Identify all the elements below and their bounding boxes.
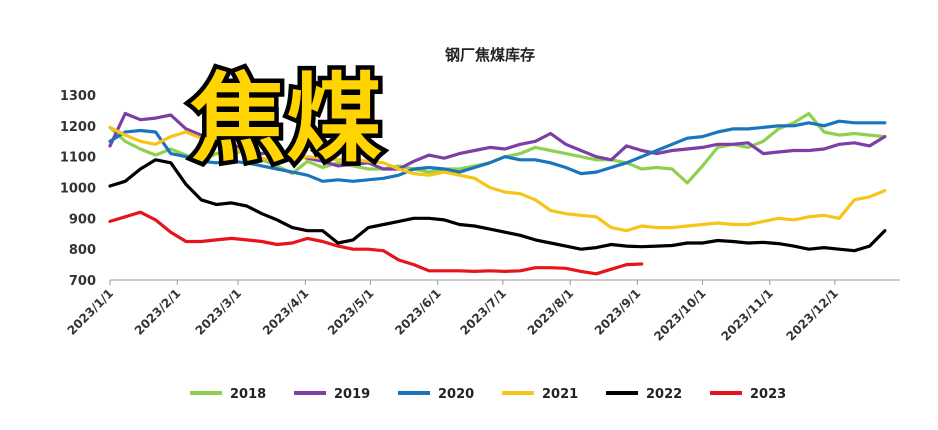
legend-label-2022: 2022	[646, 387, 682, 402]
x-tick-label: 2023/11/1	[718, 286, 775, 343]
x-tick-label: 2023/3/1	[193, 286, 245, 338]
series-line-2022	[108, 158, 887, 253]
y-tick-label: 900	[69, 212, 96, 227]
y-tick-label: 1100	[60, 151, 96, 166]
x-tick-label: 2023/5/1	[325, 286, 377, 338]
x-tick-label: 2023/12/1	[784, 286, 841, 343]
y-tick-label: 800	[69, 243, 96, 258]
x-tick-label: 2023/4/1	[260, 286, 312, 338]
x-tick-label: 2023/6/1	[392, 286, 444, 338]
chart-title: 钢厂焦煤库存	[445, 46, 535, 64]
x-tick-label: 2023/1/1	[65, 286, 117, 338]
y-tick-label: 1200	[60, 120, 96, 135]
y-tick-label: 1000	[60, 182, 96, 197]
series-line-2020	[108, 119, 887, 183]
series-line-2023	[108, 210, 644, 276]
legend-label-2021: 2021	[542, 387, 578, 402]
legend-label-2019: 2019	[334, 387, 370, 402]
x-tick-label: 2023/2/1	[132, 286, 184, 338]
x-tick-label: 2023/8/1	[525, 286, 577, 338]
overlay-stamp: 焦煤	[186, 59, 387, 180]
legend: 2018 2019 2020 2021 2022 2023	[190, 387, 786, 402]
x-tick-label: 2023/7/1	[457, 286, 509, 338]
x-tick-label: 2023/10/1	[651, 286, 708, 343]
legend-label-2020: 2020	[438, 387, 474, 402]
legend-label-2023: 2023	[750, 387, 786, 402]
legend-label-2018: 2018	[230, 387, 266, 402]
x-tick-label: 2023/9/1	[592, 286, 644, 338]
overlay-stamp-text: 焦煤	[190, 63, 382, 175]
series-line-2019	[108, 111, 887, 171]
series-layer	[108, 111, 887, 276]
series-line-2021	[108, 125, 887, 233]
y-tick-label: 1300	[60, 89, 96, 104]
y-tick-label: 700	[69, 274, 96, 289]
